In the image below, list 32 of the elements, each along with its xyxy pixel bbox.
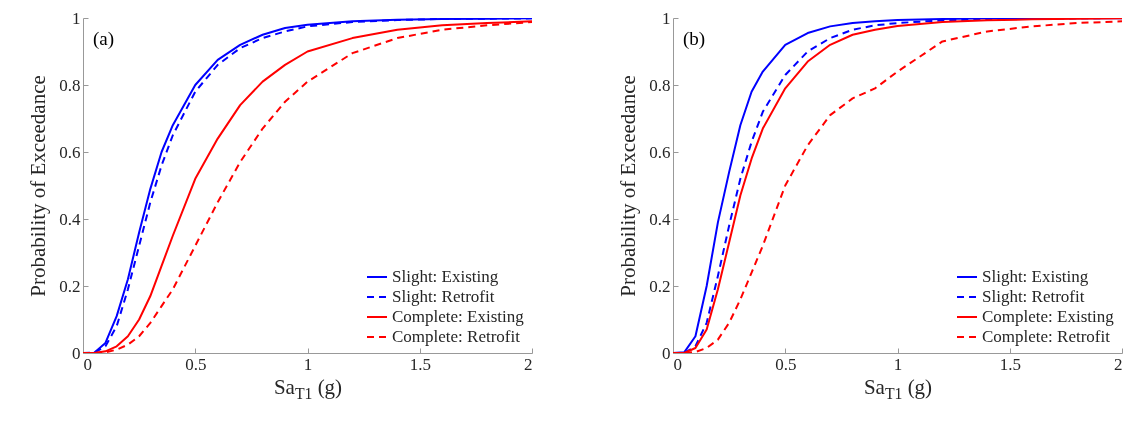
- y-tick-label: 1: [662, 8, 671, 28]
- x-tick-label: 2: [524, 354, 533, 374]
- y-tick-label: 0.8: [649, 75, 671, 95]
- annotation: (b): [683, 28, 706, 50]
- y-tick-label: 0.8: [59, 75, 81, 95]
- y-tick-label: 0.6: [59, 142, 81, 162]
- y-tick-label: 0.4: [649, 209, 671, 229]
- x-tick-label: 1.5: [999, 354, 1021, 374]
- x-tick-label: 1: [303, 354, 313, 374]
- legend-label: Complete: Existing: [392, 307, 525, 326]
- x-tick-label: 1: [893, 354, 903, 374]
- x-tick-label: 2: [1114, 354, 1123, 374]
- y-tick-label: 1: [72, 8, 81, 28]
- legend-label: Complete: Retrofit: [982, 327, 1111, 346]
- x-axis-title: Sa$_{T1}$ (g): [273, 374, 343, 402]
- legend-label: Complete: Existing: [982, 307, 1115, 326]
- legend-label: Complete: Retrofit: [392, 327, 521, 346]
- x-axis-title: Sa$_{T1}$ (g): [863, 374, 933, 402]
- x-tick-label: 0.5: [775, 354, 797, 374]
- y-tick-label: 0.4: [59, 209, 81, 229]
- y-tick-label: 0.2: [59, 276, 81, 296]
- annotation: (a): [93, 28, 115, 50]
- y-tick-label: 0.6: [649, 142, 671, 162]
- x-tick-label: 1.5: [409, 354, 431, 374]
- legend-label: Slight: Existing: [392, 267, 499, 286]
- legend-label: Slight: Existing: [982, 267, 1089, 286]
- y-axis-title: Probability of Exceedance: [616, 75, 641, 297]
- legend-label: Slight: Retrofit: [982, 287, 1085, 306]
- legend-label: Slight: Retrofit: [392, 287, 495, 306]
- y-tick-label: 0.2: [649, 276, 671, 296]
- y-axis-title: Probability of Exceedance: [26, 75, 51, 297]
- x-tick-label: 0.5: [185, 354, 207, 374]
